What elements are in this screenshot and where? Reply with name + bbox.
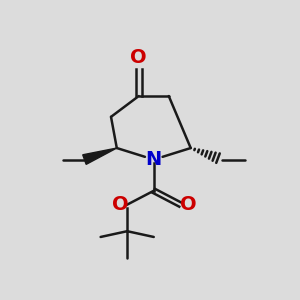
Text: O: O	[130, 48, 147, 67]
Text: O: O	[112, 195, 129, 214]
Polygon shape	[83, 148, 117, 164]
Text: O: O	[180, 195, 197, 214]
Text: N: N	[146, 150, 162, 169]
